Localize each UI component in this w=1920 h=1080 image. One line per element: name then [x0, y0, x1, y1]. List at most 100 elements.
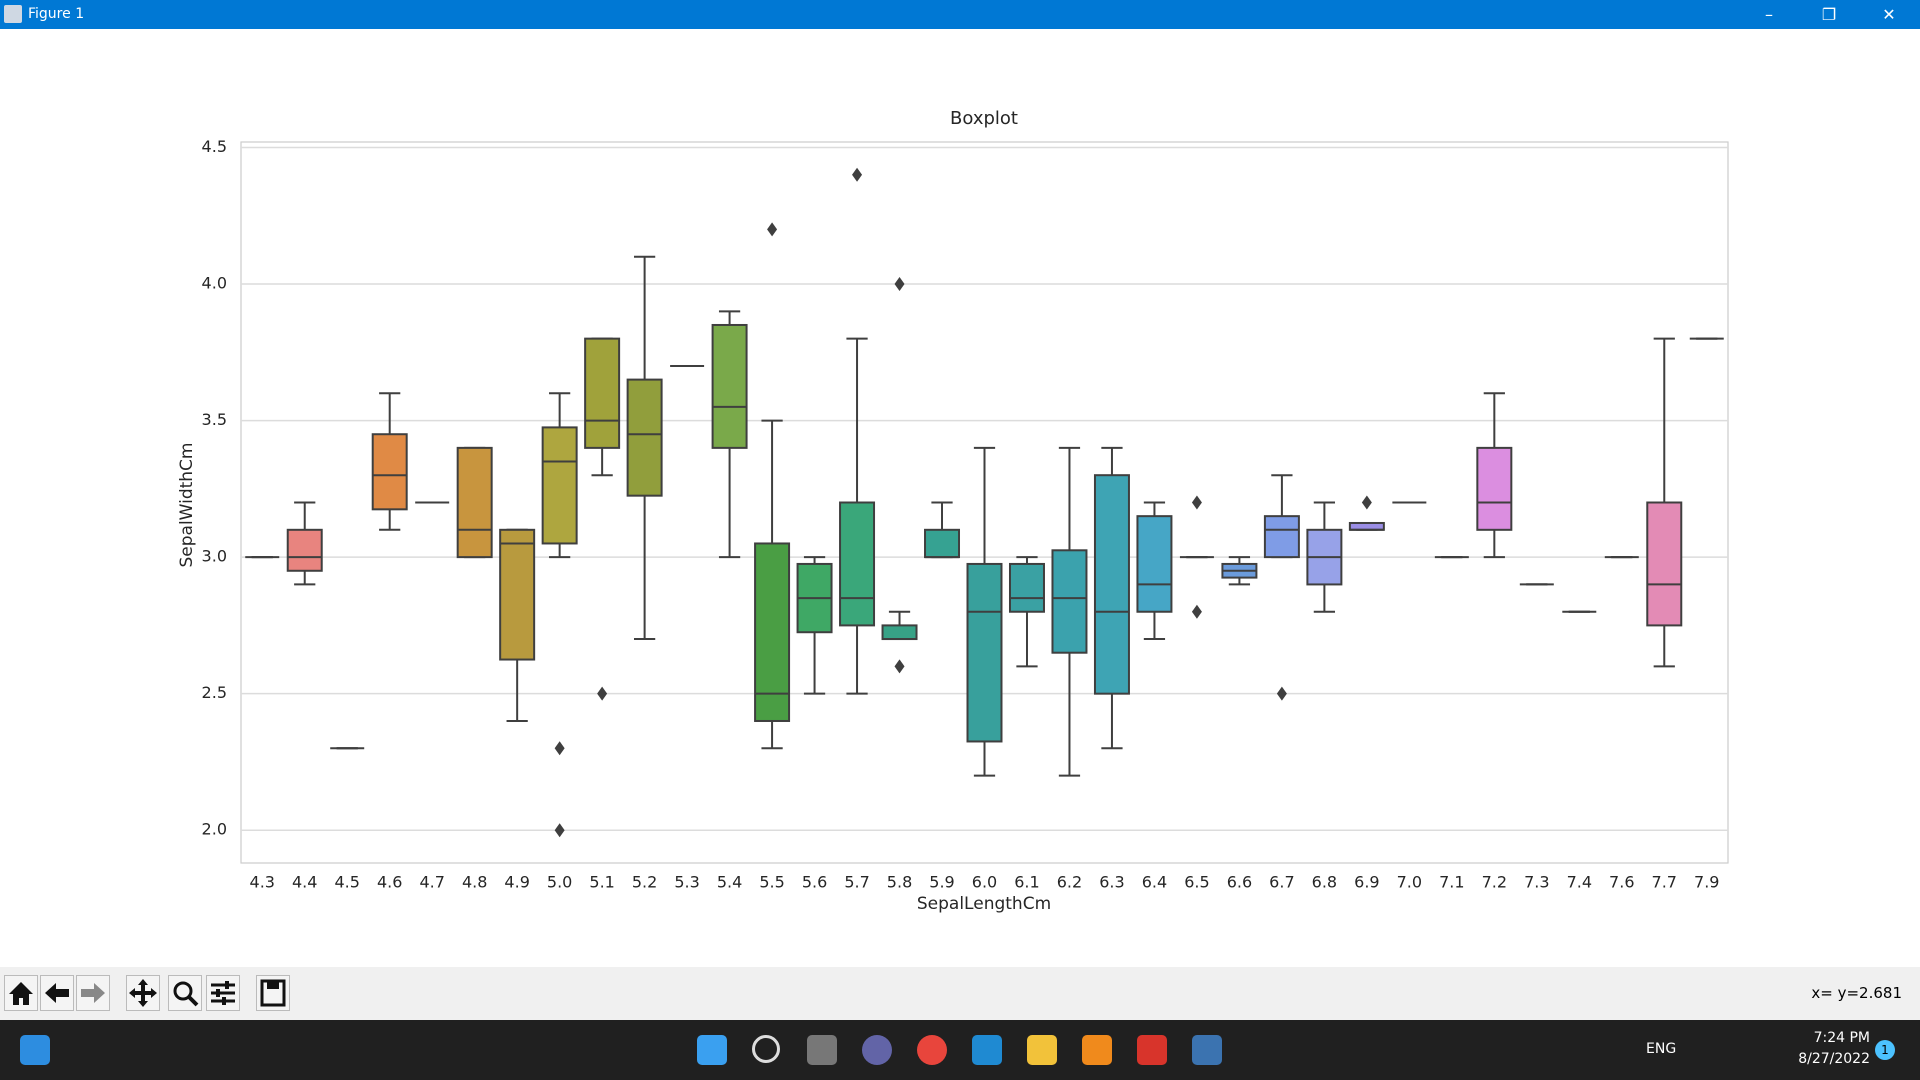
x-tick-label: 6.8: [1312, 873, 1337, 892]
outlier: [767, 222, 778, 237]
box: [499, 528, 536, 661]
x-tick-label: 7.0: [1397, 873, 1422, 892]
pan-button[interactable]: [126, 975, 160, 1011]
python-icon[interactable]: [1192, 1035, 1222, 1065]
box: [456, 446, 493, 559]
back-button[interactable]: [40, 975, 74, 1011]
x-tick-label: 6.7: [1269, 873, 1294, 892]
x-tick-label: 5.6: [802, 873, 827, 892]
box: [1348, 521, 1385, 531]
forward-button[interactable]: [76, 975, 110, 1011]
app-icon: [4, 5, 22, 23]
outlier: [894, 277, 905, 292]
taskbar: ENG 7:24 PM 8/27/2022 1: [0, 1020, 1920, 1080]
x-tick-label: 4.5: [334, 873, 359, 892]
box: [541, 426, 578, 545]
clock-date[interactable]: 8/27/2022: [1798, 1051, 1870, 1067]
x-tick-label: 5.4: [717, 873, 742, 892]
explorer-icon[interactable]: [1027, 1035, 1057, 1065]
close-button[interactable]: ✕: [1882, 5, 1896, 24]
box: [286, 528, 323, 572]
box: [839, 501, 876, 627]
outlier: [597, 686, 608, 701]
x-tick-label: 6.4: [1142, 873, 1167, 892]
x-tick-label: 5.3: [674, 873, 699, 892]
task-view-button[interactable]: [807, 1035, 837, 1065]
restore-button[interactable]: ❐: [1821, 5, 1837, 24]
x-tick-label: 7.7: [1652, 873, 1677, 892]
x-tick-label: 6.2: [1057, 873, 1082, 892]
minimize-button[interactable]: –: [1765, 5, 1773, 24]
x-axis-label: SepalLengthCm: [917, 894, 1051, 914]
box: [966, 562, 1003, 743]
outlier: [1276, 686, 1287, 701]
toolbar: x= y=2.681: [0, 967, 1920, 1020]
x-tick-label: 5.1: [589, 873, 614, 892]
title-bar: Figure 1 – ❐ ✕: [0, 0, 1920, 29]
box: [754, 542, 791, 722]
x-tick-label: 7.2: [1482, 873, 1507, 892]
chat-icon[interactable]: [862, 1035, 892, 1065]
box: [1136, 515, 1173, 613]
box: [1051, 549, 1088, 654]
box: [1646, 501, 1683, 627]
x-tick-label: 4.9: [504, 873, 529, 892]
x-tick-label: 4.8: [462, 873, 487, 892]
window-title: Figure 1: [28, 6, 85, 22]
zoom-button[interactable]: [168, 975, 202, 1011]
x-tick-label: 7.6: [1609, 873, 1634, 892]
x-tick-label: 6.1: [1014, 873, 1039, 892]
x-tick-label: 5.0: [547, 873, 572, 892]
x-tick-label: 6.6: [1227, 873, 1252, 892]
outlier: [1361, 495, 1372, 510]
save-button[interactable]: [256, 975, 290, 1011]
chart: Boxplot SepalLengthCm SepalWidthCm 2.0 2.…: [177, 108, 1729, 914]
outlier: [554, 741, 565, 756]
x-tick-label: 7.3: [1524, 873, 1549, 892]
y-tick-label: 2.5: [202, 683, 227, 702]
box: [626, 378, 663, 497]
box: [1008, 562, 1045, 613]
outlier: [554, 823, 565, 838]
x-tick-label: 5.9: [929, 873, 954, 892]
x-tick-label: 7.9: [1694, 873, 1719, 892]
vscode-icon[interactable]: [972, 1035, 1002, 1065]
x-tick-label: 4.6: [377, 873, 402, 892]
x-tick-label: 7.4: [1567, 873, 1592, 892]
search-button[interactable]: [752, 1035, 780, 1063]
outlier: [894, 659, 905, 674]
home-button[interactable]: [4, 975, 38, 1011]
start-button[interactable]: [697, 1035, 727, 1065]
status-text: x= y=2.681: [1811, 984, 1902, 1002]
x-tick-label: 4.4: [292, 873, 317, 892]
box: [1476, 446, 1513, 531]
box: [881, 624, 918, 641]
x-tick-label: 6.0: [972, 873, 997, 892]
x-tick-label: 5.7: [844, 873, 869, 892]
widgets-icon[interactable]: [20, 1035, 50, 1065]
box: [371, 433, 408, 511]
y-tick-label: 4.5: [202, 137, 227, 156]
x-tick-label: 6.5: [1184, 873, 1209, 892]
wps-icon[interactable]: [1137, 1035, 1167, 1065]
outlier: [1191, 495, 1202, 510]
configure-button[interactable]: [206, 975, 240, 1011]
y-axis-label: SepalWidthCm: [177, 442, 197, 567]
sublime-icon[interactable]: [1082, 1035, 1112, 1065]
notification-badge[interactable]: 1: [1875, 1040, 1895, 1060]
y-tick-label: 4.0: [202, 274, 227, 293]
chart-title: Boxplot: [950, 108, 1018, 129]
language-indicator[interactable]: ENG: [1646, 1041, 1677, 1057]
box: [924, 528, 961, 559]
x-tick-label: 5.5: [759, 873, 784, 892]
box: [584, 337, 621, 449]
x-tick-label: 5.8: [887, 873, 912, 892]
x-tick-label: 6.3: [1099, 873, 1124, 892]
clock-time[interactable]: 7:24 PM: [1813, 1030, 1870, 1046]
x-tick-label: 7.1: [1439, 873, 1464, 892]
chrome-icon[interactable]: [917, 1035, 947, 1065]
outlier: [1191, 604, 1202, 619]
box: [1263, 515, 1300, 559]
y-tick-label: 3.0: [202, 547, 227, 566]
